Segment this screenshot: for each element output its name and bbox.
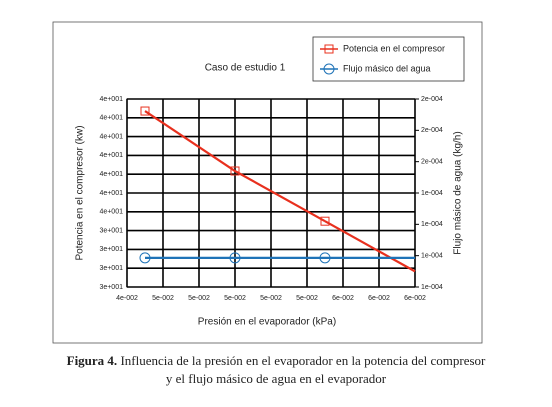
marker bbox=[140, 106, 150, 116]
y-tick-label: 4e+001 bbox=[99, 171, 123, 178]
y-tick-label: 4e+001 bbox=[99, 209, 123, 216]
y2-tick-label: 1e-004 bbox=[421, 221, 443, 228]
y2-tick-label: 2e-004 bbox=[421, 159, 443, 166]
marker bbox=[229, 252, 241, 264]
marker bbox=[230, 166, 240, 176]
chart-title: Caso de estudio 1 bbox=[205, 63, 286, 74]
y2-tick-label: 2e-004 bbox=[421, 127, 443, 134]
caption-line: Influencia de la presión en el evaporado… bbox=[120, 353, 486, 368]
x-tick-label: 5e-002 bbox=[260, 295, 282, 302]
legend-marker bbox=[324, 44, 334, 54]
y-tick-label: 3e+001 bbox=[99, 284, 123, 291]
x-tick-label: 5e-002 bbox=[224, 295, 246, 302]
y2-tick-label: 1e-004 bbox=[421, 253, 443, 260]
marker bbox=[320, 216, 330, 226]
legend-label: Potencia en el compresor bbox=[343, 43, 445, 53]
y2-axis-label: Flujo másico de agua (kg/h) bbox=[453, 131, 464, 254]
x-tick-label: 6e-002 bbox=[368, 295, 390, 302]
plot-border bbox=[126, 98, 416, 288]
legend-marker bbox=[323, 63, 335, 75]
marker bbox=[319, 252, 331, 264]
trend-extension bbox=[324, 220, 416, 273]
y-tick-label: 4e+001 bbox=[99, 133, 123, 140]
x-tick-label: 6e-002 bbox=[404, 295, 426, 302]
y-tick-label: 4e+001 bbox=[99, 96, 123, 103]
marker bbox=[139, 252, 151, 264]
y2-tick-label: 2e-004 bbox=[421, 96, 443, 103]
x-tick-label: 5e-002 bbox=[188, 295, 210, 302]
frame bbox=[52, 21, 483, 344]
y2-tick-label: 1e-004 bbox=[421, 284, 443, 291]
y-tick-label: 3e+001 bbox=[99, 246, 123, 253]
y-tick-label: 3e+001 bbox=[99, 265, 123, 272]
x-tick-label: 4e-002 bbox=[116, 295, 138, 302]
x-tick-label: 6e-002 bbox=[332, 295, 354, 302]
y-tick-label: 4e+001 bbox=[99, 152, 123, 159]
y-tick-label: 4e+001 bbox=[99, 190, 123, 197]
x-axis-label: Presión en el evaporador (kPa) bbox=[198, 317, 336, 328]
series-line bbox=[144, 110, 326, 223]
x-tick-label: 5e-002 bbox=[296, 295, 318, 302]
caption: Figura 4. Influencia de la presión en el… bbox=[67, 353, 486, 368]
x-tick-label: 5e-002 bbox=[152, 295, 174, 302]
legend bbox=[312, 36, 465, 82]
y-tick-label: 3e+001 bbox=[99, 227, 123, 234]
caption-line: y el flujo másico de agua en el evaporad… bbox=[166, 371, 387, 386]
y2-tick-label: 1e-004 bbox=[421, 190, 443, 197]
legend-label: Flujo másico del agua bbox=[343, 63, 431, 73]
y-tick-label: 4e+001 bbox=[99, 115, 123, 122]
y-axis-label: Potencia en el compresor (kw) bbox=[75, 125, 86, 260]
caption-bold: Figura 4. bbox=[67, 353, 118, 368]
